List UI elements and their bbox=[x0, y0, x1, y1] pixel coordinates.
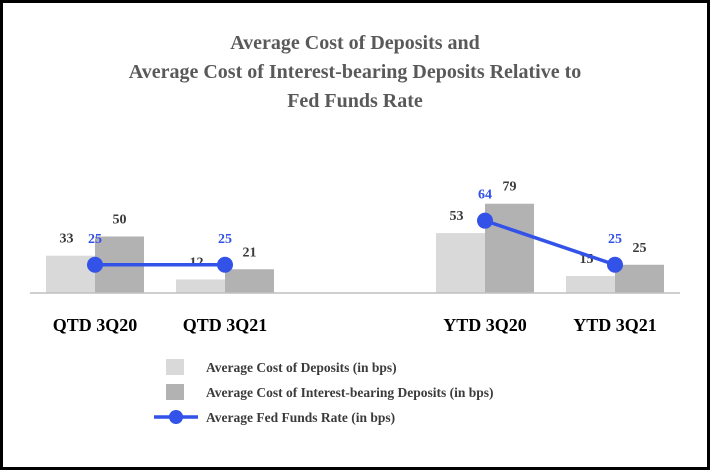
fed-funds-label-4: 25 bbox=[608, 232, 622, 247]
fed-funds-point-2 bbox=[217, 256, 233, 273]
bar-series1-3 bbox=[436, 233, 485, 293]
bar-label-series1-1: 33 bbox=[60, 232, 74, 247]
bar-series1-2 bbox=[176, 279, 225, 293]
bar-label-series2-2: 21 bbox=[243, 245, 257, 260]
bar-label-series1-2: 12 bbox=[190, 255, 204, 270]
fed-funds-line-segment-2 bbox=[484, 219, 616, 267]
bar-series1-1 bbox=[46, 255, 95, 293]
legend-swatch-1 bbox=[166, 359, 184, 375]
legend-marker-3 bbox=[169, 410, 183, 424]
fed-funds-point-3 bbox=[477, 212, 493, 229]
x-tick-label-3: YTD 3Q20 bbox=[443, 315, 527, 335]
fed-funds-label-3: 64 bbox=[478, 188, 492, 203]
bar-series2-4 bbox=[615, 264, 664, 293]
legend-swatch-2 bbox=[166, 384, 184, 400]
x-tick-label-1: QTD 3Q20 bbox=[53, 315, 138, 335]
bar-series2-3 bbox=[485, 203, 534, 293]
bar-series2-2 bbox=[225, 269, 274, 293]
x-tick-label-4: YTD 3Q21 bbox=[573, 315, 657, 335]
bar-label-series1-3: 53 bbox=[450, 209, 464, 224]
bar-series1-4 bbox=[566, 276, 615, 293]
fed-funds-label-2: 25 bbox=[218, 232, 232, 247]
legend-label-1: Average Cost of Deposits (in bps) bbox=[206, 360, 397, 375]
bar-label-series2-1: 50 bbox=[113, 213, 127, 228]
fed-funds-point-1 bbox=[87, 256, 103, 273]
fed-funds-point-4 bbox=[607, 256, 623, 273]
chart-title-line-1: Average Cost of Deposits and bbox=[230, 32, 480, 54]
legend-label-3: Average Fed Funds Rate (in bps) bbox=[206, 410, 395, 425]
legend-label-2: Average Cost of Interest-bearing Deposit… bbox=[206, 385, 493, 400]
chart-title-line-2: Average Cost of Interest-bearing Deposit… bbox=[129, 61, 582, 83]
legend: Average Cost of Deposits (in bps) Average… bbox=[154, 359, 493, 425]
x-tick-label-2: QTD 3Q21 bbox=[183, 315, 268, 335]
bar-label-series2-4: 25 bbox=[633, 241, 647, 256]
bar-label-series2-3: 79 bbox=[503, 180, 517, 195]
fed-funds-label-1: 25 bbox=[88, 232, 102, 247]
chart-title-line-3: Fed Funds Rate bbox=[287, 90, 423, 112]
